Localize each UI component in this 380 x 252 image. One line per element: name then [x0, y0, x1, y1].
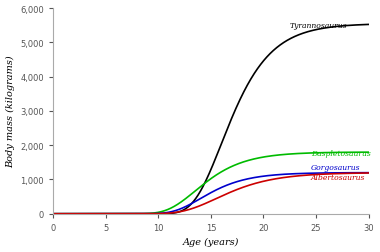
Text: Albertosaurus: Albertosaurus: [311, 173, 365, 181]
Text: Daspletosaurus: Daspletosaurus: [311, 149, 370, 157]
X-axis label: Age (years): Age (years): [183, 237, 239, 246]
Y-axis label: Body mass (kilograms): Body mass (kilograms): [6, 55, 15, 168]
Text: Gorgosaurus: Gorgosaurus: [311, 163, 360, 171]
Text: Tyrannosaurus: Tyrannosaurus: [290, 22, 347, 30]
